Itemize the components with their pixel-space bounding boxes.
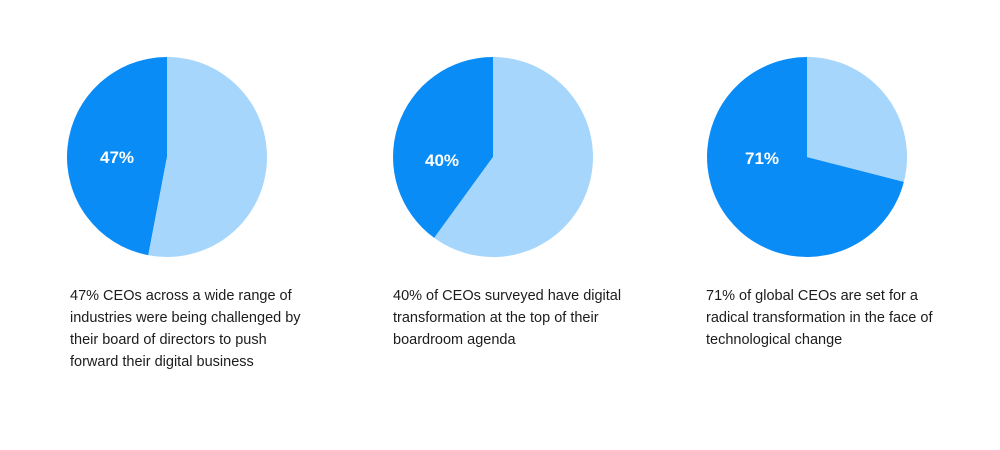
pie-label-40: 40%	[425, 151, 459, 170]
pie-slice-highlight-0	[66, 57, 167, 256]
pie-slice-rest-1	[434, 57, 594, 257]
caption-40: 40% of CEOs surveyed have digital transf…	[393, 288, 622, 348]
pie-chart-47: 47%	[66, 57, 267, 257]
pie-label-47: 47%	[100, 148, 134, 167]
pie-slice-rest-0	[148, 57, 267, 257]
caption-47: 47% CEOs across a wide range of industri…	[70, 288, 301, 370]
pie-slice-rest-2	[807, 57, 908, 182]
pie-slice-highlight-2	[707, 57, 904, 257]
pie-chart-71: 71%	[707, 57, 908, 257]
pie-slice-highlight-1	[393, 57, 493, 238]
pie-label-71: 71%	[745, 149, 779, 168]
caption-71: 71% of global CEOs are set for a radical…	[706, 288, 933, 348]
pie-chart-40: 40%	[393, 57, 594, 257]
